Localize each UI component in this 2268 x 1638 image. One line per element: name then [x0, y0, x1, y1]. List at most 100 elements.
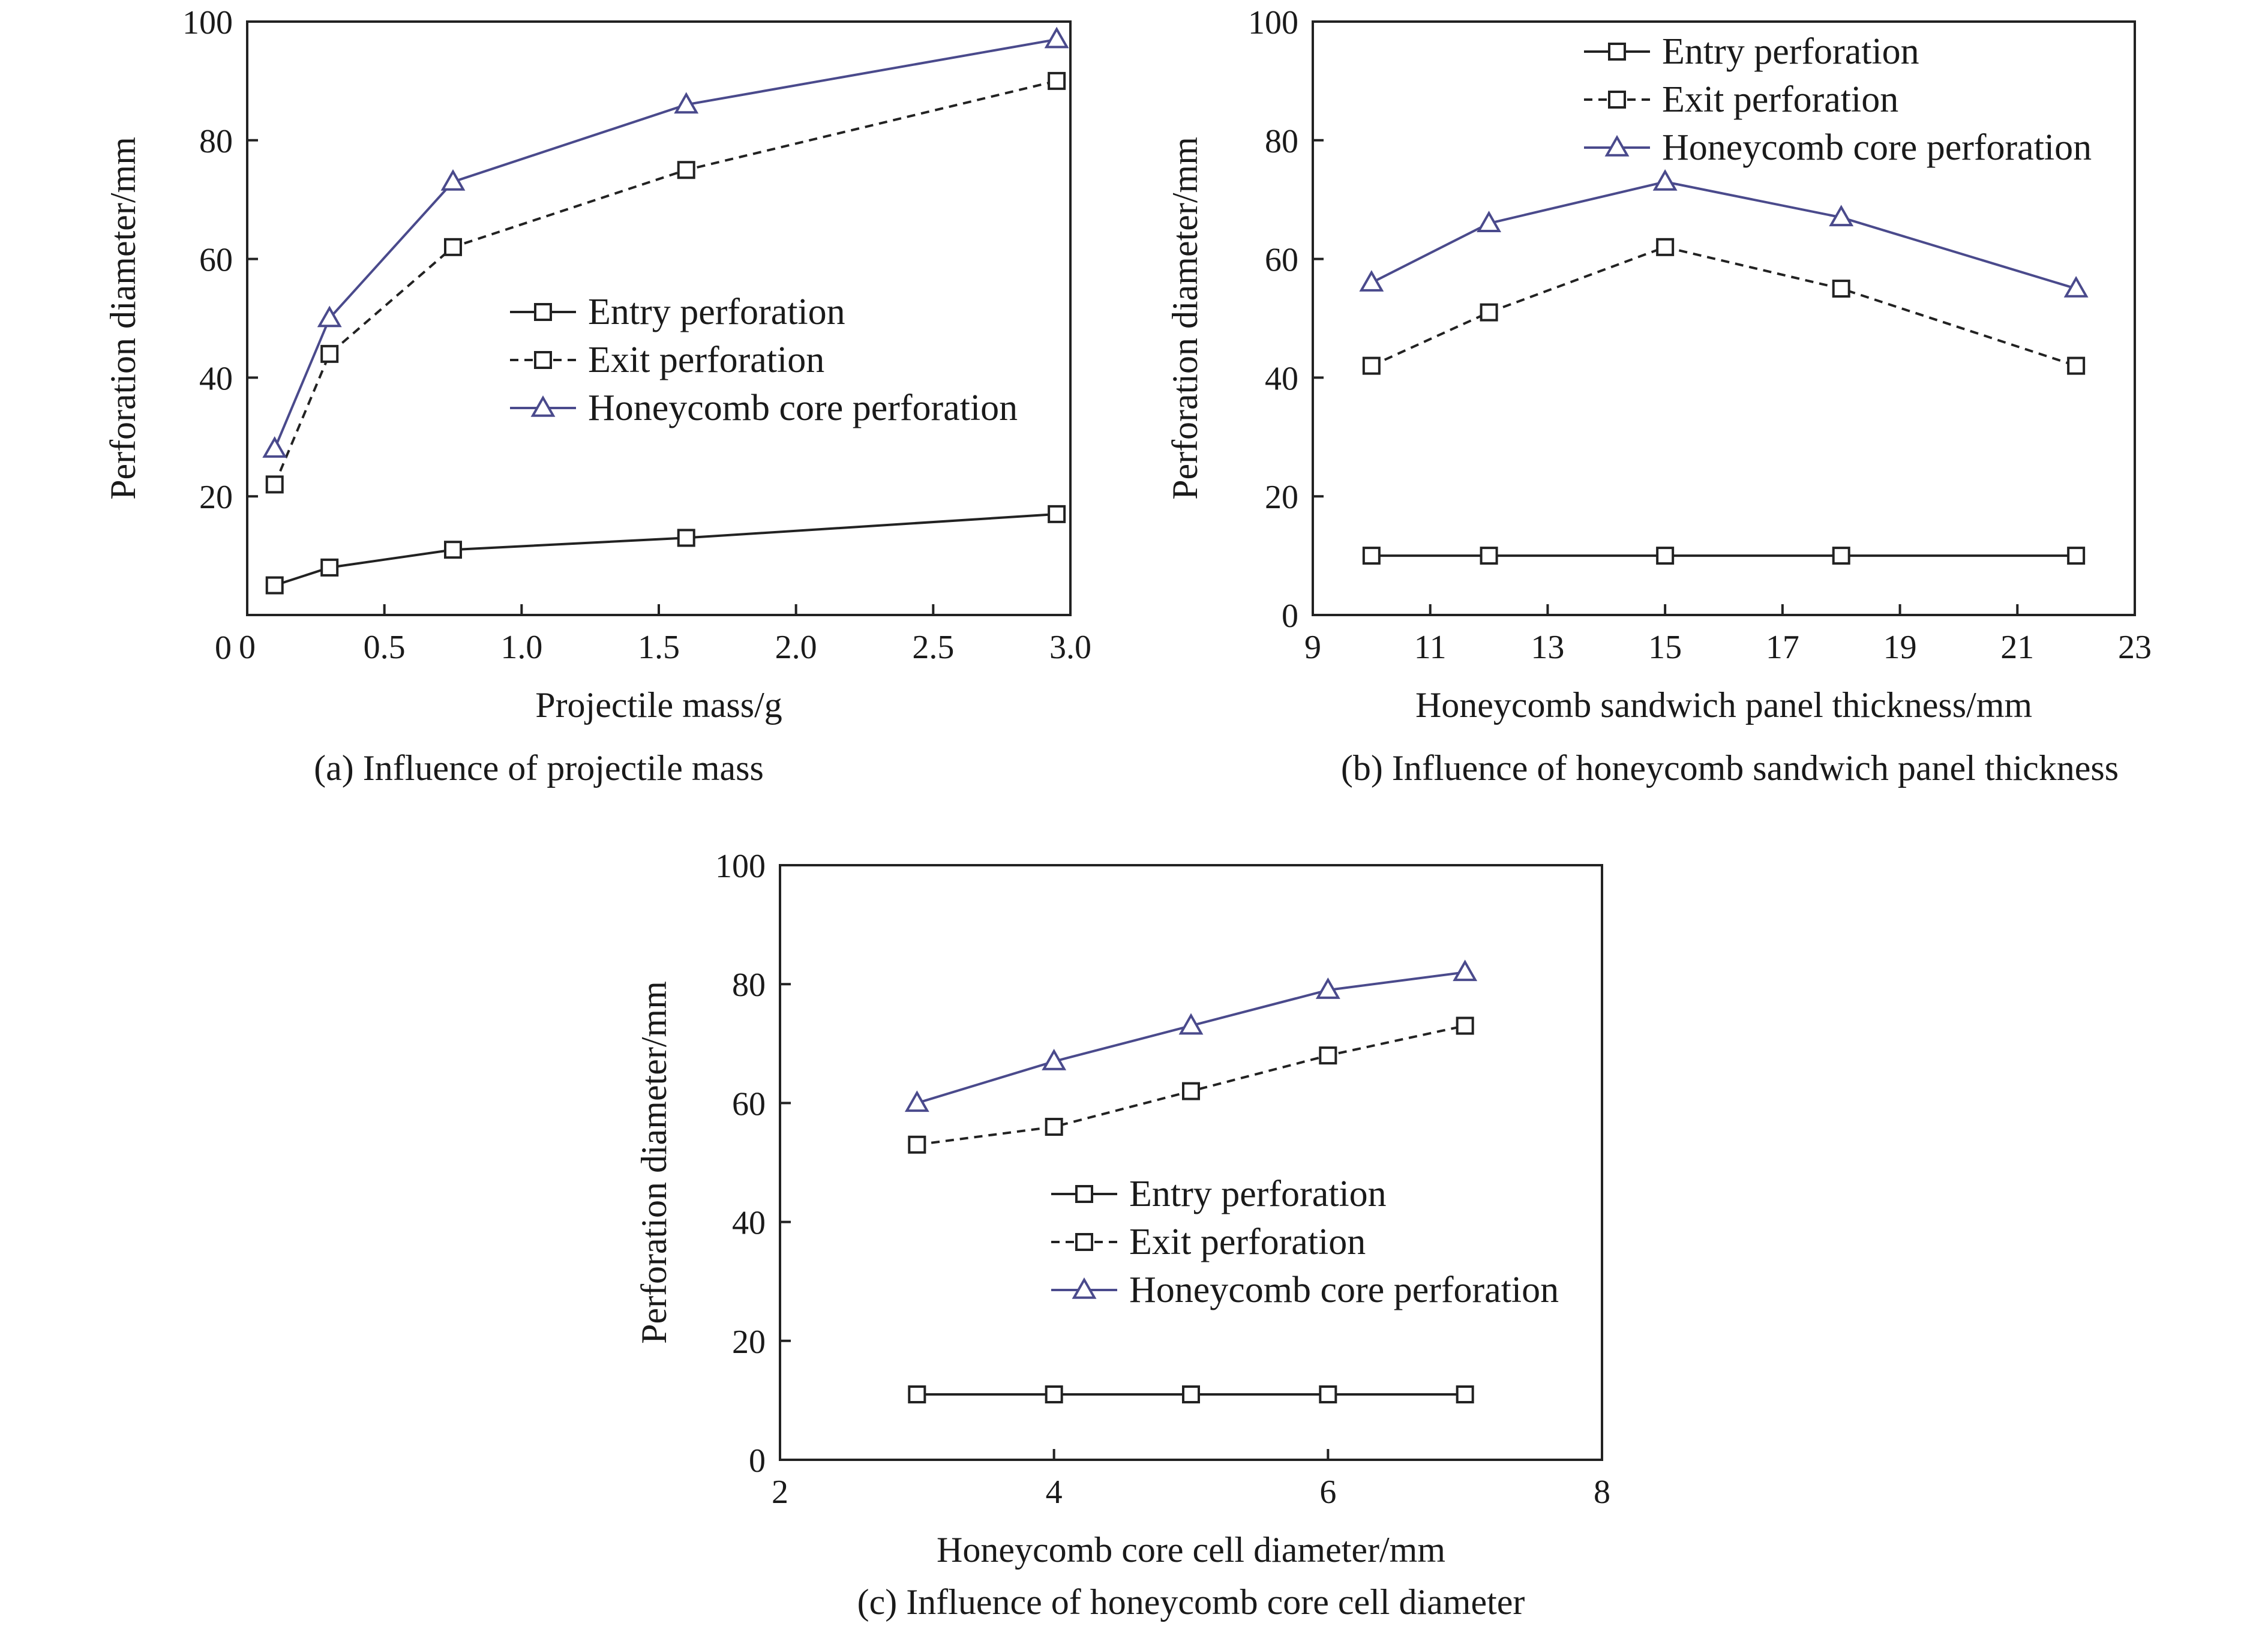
data-point — [1652, 169, 1678, 191]
x-axis-label: Honeycomb sandwich panel thickness/mm — [1415, 685, 2032, 725]
legend-entry: Exit perforation — [1129, 1222, 1366, 1262]
data-point — [262, 436, 287, 458]
y-tick-label: 20 — [732, 1324, 766, 1361]
legend-entry: Exit perforation — [1662, 79, 1898, 120]
y-tick-label: 40 — [1265, 360, 1298, 397]
y-tick-label: 40 — [199, 360, 233, 397]
legend-entry: Honeycomb core perforation — [1129, 1270, 1559, 1310]
legend-marker — [1075, 1185, 1093, 1203]
legend-marker — [1075, 1233, 1093, 1251]
legend-entry: Entry perforation — [1662, 31, 1919, 72]
data-point — [1656, 547, 1675, 565]
x-tick-label: 15 — [1648, 629, 1682, 666]
data-point — [908, 1135, 926, 1154]
x-tick-label: 2.5 — [912, 629, 954, 666]
data-point — [1319, 1046, 1337, 1065]
legend-marker — [534, 303, 552, 321]
x-tick-label: 4 — [1046, 1474, 1063, 1511]
chart-caption: (b) Influence of honeycomb sandwich pane… — [1341, 748, 2119, 788]
data-point — [1045, 1118, 1063, 1136]
legend-marker — [1608, 43, 1626, 61]
legend-entry: Exit perforation — [588, 340, 824, 380]
y-tick-label: 80 — [199, 123, 233, 160]
x-tick-label: 19 — [1883, 629, 1917, 666]
data-point — [1453, 959, 1478, 982]
data-point — [1362, 356, 1381, 375]
y-tick-label: 100 — [715, 848, 766, 885]
x-tick-label: 13 — [1531, 629, 1564, 666]
data-point — [1480, 303, 1498, 322]
x-axis-label: Honeycomb core cell diameter/mm — [937, 1530, 1445, 1570]
y-tick-label: 100 — [182, 4, 233, 41]
series-line-0 — [274, 512, 1057, 587]
legend-entry: Entry perforation — [588, 292, 845, 332]
data-point — [1319, 1385, 1337, 1403]
data-point — [1045, 1385, 1063, 1403]
data-point — [1829, 205, 1854, 227]
x-tick-label: 6 — [1319, 1474, 1336, 1511]
data-point — [1477, 211, 1502, 233]
y-tick-label: 60 — [1265, 242, 1298, 279]
data-point — [908, 1385, 926, 1403]
series-line-1 — [1371, 245, 2077, 367]
data-point — [265, 576, 284, 595]
data-point — [1048, 505, 1066, 523]
chart-caption: (a) Influence of projectile mass — [314, 748, 764, 788]
data-point — [1048, 71, 1066, 90]
x-tick-label: 1.0 — [500, 629, 542, 666]
chart-a: 0 0.5 1.0 1.5 2.0 2.5 3.0 20 40 60 80 100 Projectile… — [103, 4, 1091, 788]
legend-entry: Honeycomb core perforation — [1662, 127, 2092, 168]
legend-entry: Honeycomb core perforation — [588, 388, 1018, 428]
x-tick-label: 9 — [1304, 629, 1321, 666]
legend-marker — [534, 351, 552, 369]
y-tick-label: 0 — [749, 1442, 766, 1480]
x-tick-label: 23 — [2118, 629, 2152, 666]
data-point — [2063, 276, 2089, 298]
x-tick-label: 21 — [2000, 629, 2034, 666]
data-point — [1178, 1013, 1204, 1035]
legend-marker — [1072, 1277, 1097, 1299]
plot-frame — [1312, 20, 2136, 616]
data-point — [265, 475, 284, 494]
data-point — [1362, 547, 1381, 565]
data-point — [320, 344, 339, 363]
y-tick-label: 100 — [1248, 4, 1298, 41]
data-point — [1656, 238, 1675, 256]
data-point — [904, 1090, 929, 1112]
data-point — [444, 541, 462, 559]
y-tick-label: 20 — [1265, 479, 1298, 516]
series-line-2 — [1370, 180, 2077, 290]
data-point — [1359, 270, 1384, 292]
data-point — [320, 558, 339, 577]
data-point — [1456, 1016, 1474, 1035]
x-tick-label: 17 — [1766, 629, 1799, 666]
data-point — [1044, 26, 1069, 49]
y-axis-label: Perforation diameter/mm — [103, 137, 143, 500]
x-tick-label: 1.5 — [638, 629, 680, 666]
x-tick-label: 3.0 — [1049, 629, 1091, 666]
data-point — [1456, 1385, 1474, 1403]
chart-caption: (c) Influence of honeycomb core cell dia… — [857, 1582, 1525, 1622]
y-axis-label: Perforation diameter/mm — [1165, 137, 1205, 500]
data-point — [1182, 1385, 1200, 1403]
y-tick-label: 20 — [199, 479, 233, 516]
data-point — [1480, 547, 1498, 565]
plot-frame — [779, 864, 1603, 1461]
data-point — [444, 238, 462, 256]
x-axis-label: Projectile mass/g — [535, 685, 782, 725]
legend-marker — [1604, 134, 1630, 157]
data-point — [2067, 547, 2086, 565]
y-tick-label: 80 — [732, 967, 766, 1004]
x-tick-label: 2.0 — [775, 629, 817, 666]
x-tick-label: 11 — [1414, 629, 1447, 666]
data-point — [677, 161, 695, 179]
data-point — [1315, 977, 1340, 999]
y-axis-label: Perforation diameter/mm — [634, 981, 674, 1344]
data-point — [2067, 356, 2086, 375]
x-tick-label: 0.5 — [364, 629, 406, 666]
data-point — [1182, 1082, 1200, 1100]
x-tick-label: 2 — [772, 1474, 788, 1511]
data-point — [1832, 280, 1850, 298]
